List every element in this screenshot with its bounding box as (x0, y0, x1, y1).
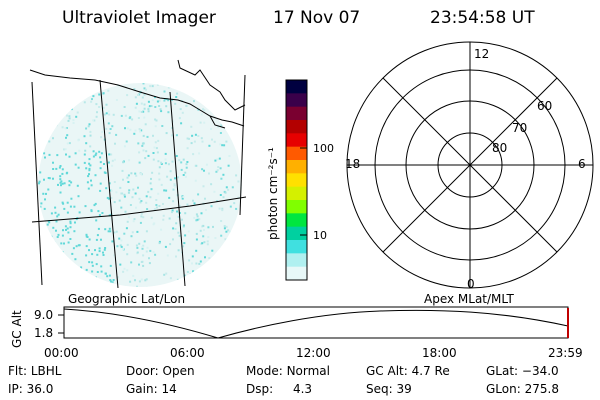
colorbar-band (286, 80, 307, 94)
date-label: 17 Nov 07 (273, 8, 361, 28)
colorbar-band (286, 213, 307, 228)
altitude-title-left: Geographic Lat/Lon (68, 292, 186, 306)
coastline (29, 59, 246, 129)
status-door: Door: Open (126, 364, 195, 378)
altitude-curve (63, 308, 569, 339)
mlt-label-12: 12 (474, 47, 489, 61)
colorbar-band (286, 266, 307, 281)
mlt-label-18: 18 (345, 157, 360, 171)
colorbar-tick-100: 100 (313, 142, 334, 155)
altitude-xtick-1800: 18:00 (422, 346, 457, 360)
time-label: 23:54:58 UT (430, 8, 535, 28)
status-ip: IP: 36.0 (8, 382, 54, 396)
lat-lon-grid (31, 74, 247, 289)
colorbar-band (286, 253, 307, 268)
altitude-frame (63, 306, 569, 339)
status-dsp: Dsp: 4.3 (246, 382, 313, 396)
status-filter: Flt: LBHL (8, 364, 62, 378)
altitude-axis-label: GC Alt (10, 310, 24, 348)
colorbar-band (286, 186, 307, 201)
status-gc-alt: GC Alt: 4.7 Re (366, 364, 450, 378)
status-glat: GLat: −34.0 (486, 364, 559, 378)
status-seq: Seq: 39 (366, 382, 412, 396)
altitude-ytick-top: 9.0 (34, 308, 53, 322)
altitude-xtick-0000: 00:00 (44, 346, 79, 360)
colorbar-band (286, 133, 307, 148)
colorbar-band (286, 200, 307, 214)
altitude-xtick-0600: 06:00 (170, 346, 205, 360)
altitude-ytick-bottom: 1.8 (34, 326, 53, 340)
colorbar-tick-10: 10 (313, 229, 327, 242)
mlt-label-0: 0 (467, 277, 475, 291)
altitude-title-right: Apex MLat/MLT (424, 292, 514, 306)
colorbar-band (286, 226, 307, 241)
colorbar-band (286, 120, 307, 134)
colorbar-unit-label: photon cm⁻²s⁻¹ (266, 147, 280, 240)
status-gain: Gain: 14 (126, 382, 177, 396)
status-mode: Mode: Normal (246, 364, 330, 378)
uv-emission-image (38, 83, 242, 287)
colorbar-band (286, 106, 307, 121)
altitude-xtick-1200: 12:00 (296, 346, 331, 360)
mlat-label-80: 80 (492, 141, 507, 155)
altitude-xtick-2359: 23:59 (548, 346, 583, 360)
colorbar-band (286, 173, 307, 188)
colorbar-band (286, 160, 307, 174)
mlat-label-60: 60 (537, 99, 552, 113)
colorbar-band (286, 146, 307, 161)
colorbar-band (286, 93, 307, 108)
mlt-label-6: 6 (578, 157, 586, 171)
status-glon: GLon: 275.8 (486, 382, 559, 396)
mlat-label-70: 70 (512, 121, 527, 135)
instrument-title: Ultraviolet Imager (62, 8, 216, 28)
colorbar-band (286, 240, 307, 254)
